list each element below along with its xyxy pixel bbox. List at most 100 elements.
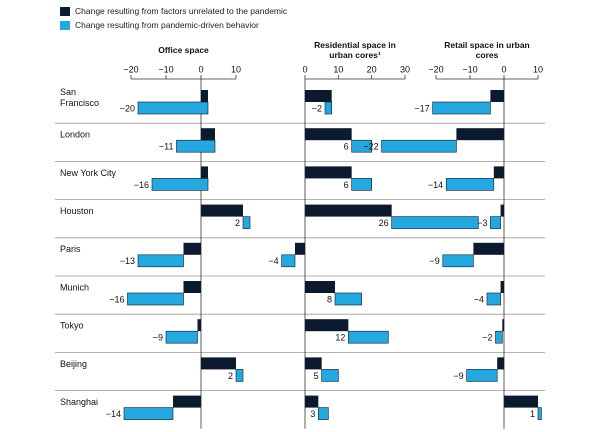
bar-pandemic bbox=[176, 139, 216, 153]
category-label: New York City bbox=[60, 168, 117, 178]
bar-unrelated bbox=[183, 281, 201, 293]
bar-pandemic bbox=[137, 254, 184, 268]
bar-pandemic bbox=[537, 407, 542, 420]
bar-pandemic bbox=[318, 407, 329, 420]
legend-swatch bbox=[60, 20, 70, 30]
x-tick-label: 20 bbox=[367, 64, 377, 74]
bar-pandemic bbox=[321, 369, 339, 382]
value-label: 26 bbox=[379, 218, 389, 228]
bar-pandemic bbox=[127, 292, 184, 306]
value-label: 3 bbox=[310, 409, 315, 419]
panel-title: Retail space in urban cores bbox=[444, 40, 530, 60]
x-tick-label: 10 bbox=[333, 64, 343, 74]
bar-unrelated bbox=[490, 90, 504, 102]
value-label: 6 bbox=[344, 180, 349, 190]
category-label: Shanghai bbox=[60, 397, 98, 407]
value-label: 8 bbox=[327, 294, 332, 304]
bar-pandemic bbox=[381, 139, 457, 153]
bar-pandemic bbox=[466, 369, 498, 382]
value-label: −13 bbox=[120, 256, 135, 266]
bar-pandemic bbox=[445, 178, 495, 191]
bar-unrelated bbox=[456, 128, 504, 141]
value-label: 5 bbox=[314, 371, 319, 381]
bar-unrelated bbox=[305, 357, 322, 370]
category-label: London bbox=[60, 130, 90, 140]
bar-pandemic bbox=[242, 216, 251, 229]
x-tick-label: 10 bbox=[533, 64, 543, 74]
x-tick-label: −20 bbox=[428, 64, 443, 74]
bar-unrelated bbox=[201, 357, 236, 370]
panel-title: Residential space in urban cores¹ bbox=[314, 40, 396, 60]
value-label: −3 bbox=[477, 218, 487, 228]
bar-pandemic bbox=[348, 330, 389, 344]
value-label: −9 bbox=[430, 256, 440, 266]
x-tick-label: −10 bbox=[158, 64, 173, 74]
bar-pandemic bbox=[334, 292, 362, 306]
bar-pandemic bbox=[324, 101, 332, 115]
value-label: 6 bbox=[344, 142, 349, 152]
bar-unrelated bbox=[305, 90, 332, 102]
value-label: −4 bbox=[268, 256, 278, 266]
value-label: 12 bbox=[335, 333, 345, 343]
value-label: −16 bbox=[134, 180, 149, 190]
value-label: −16 bbox=[109, 294, 124, 304]
bar-unrelated bbox=[305, 166, 352, 179]
bar-pandemic bbox=[486, 292, 501, 306]
bar-unrelated bbox=[201, 204, 243, 217]
category-label: Munich bbox=[60, 282, 89, 292]
bar-unrelated bbox=[493, 166, 504, 179]
bar-unrelated bbox=[497, 357, 504, 370]
bar-unrelated bbox=[305, 204, 392, 217]
bar-pandemic bbox=[351, 139, 372, 153]
bar-unrelated bbox=[500, 204, 504, 217]
value-label: −20 bbox=[120, 103, 135, 113]
bar-unrelated bbox=[183, 242, 201, 255]
bar-unrelated bbox=[473, 242, 504, 255]
legend-label: Change resulting from pandemic-driven be… bbox=[75, 20, 259, 30]
category-label: Tokyo bbox=[60, 321, 84, 331]
legend-label: Change resulting from factors unrelated … bbox=[75, 6, 288, 16]
bar-unrelated bbox=[295, 242, 305, 255]
bar-unrelated bbox=[173, 395, 201, 408]
value-label: −9 bbox=[153, 333, 163, 343]
bar-unrelated bbox=[201, 90, 208, 102]
value-label: −9 bbox=[453, 371, 463, 381]
bar-unrelated bbox=[502, 319, 504, 332]
x-tick-label: 0 bbox=[198, 64, 203, 74]
legend-swatch bbox=[60, 6, 70, 16]
panel-title: Office space bbox=[158, 45, 209, 55]
bar-pandemic bbox=[490, 216, 501, 229]
x-tick-label: 0 bbox=[302, 64, 307, 74]
bar-pandemic bbox=[495, 330, 503, 344]
bar-unrelated bbox=[305, 395, 319, 408]
category-label: Paris bbox=[60, 244, 81, 254]
category-label: Houston bbox=[60, 206, 94, 216]
value-label: 2 bbox=[228, 371, 233, 381]
x-tick-label: 0 bbox=[501, 64, 506, 74]
bar-pandemic bbox=[123, 407, 174, 420]
bar-pandemic bbox=[235, 369, 244, 382]
bar-unrelated bbox=[500, 281, 504, 293]
value-label: 1 bbox=[530, 409, 535, 419]
x-tick-label: 10 bbox=[231, 64, 241, 74]
x-tick-label: −20 bbox=[123, 64, 138, 74]
bar-pandemic bbox=[351, 178, 372, 191]
x-tick-label: −10 bbox=[462, 64, 477, 74]
bar-unrelated bbox=[201, 128, 215, 141]
value-label: −2 bbox=[482, 333, 492, 343]
legend-item: Change resulting from factors unrelated … bbox=[60, 6, 287, 16]
bar-pandemic bbox=[151, 178, 209, 191]
bar-pandemic bbox=[165, 330, 198, 344]
legend-item: Change resulting from pandemic-driven be… bbox=[60, 20, 259, 30]
category-label: Beijing bbox=[60, 359, 87, 369]
bar-unrelated bbox=[305, 128, 352, 141]
bar-pandemic bbox=[391, 216, 479, 229]
bar-unrelated bbox=[305, 319, 349, 332]
bar-unrelated bbox=[197, 319, 201, 332]
value-label: −11 bbox=[159, 142, 174, 152]
value-label: −2 bbox=[312, 103, 322, 113]
bar-pandemic bbox=[442, 254, 474, 268]
x-tick-label: 30 bbox=[400, 64, 410, 74]
category-label: San Francisco bbox=[60, 87, 99, 108]
